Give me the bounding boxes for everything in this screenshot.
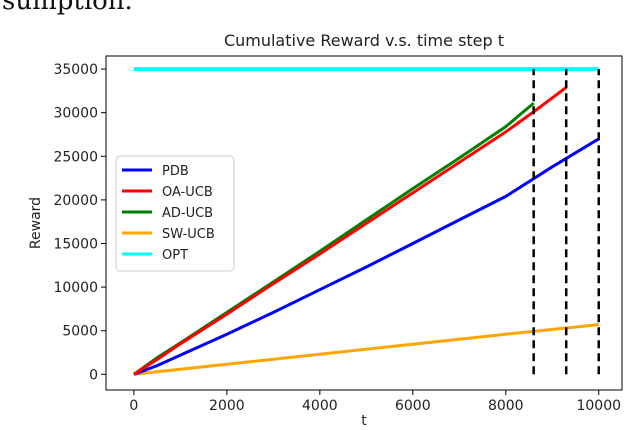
y-axis-label: Reward	[28, 197, 44, 249]
y-tick-label: 30000	[53, 106, 98, 122]
y-tick-label: 20000	[53, 193, 98, 209]
chart-title: Cumulative Reward v.s. time step t	[224, 31, 504, 50]
x-tick-label: 0	[129, 398, 138, 414]
plot-axes	[105, 55, 623, 391]
plot-frame	[105, 55, 623, 391]
x-axis-label: t	[361, 413, 367, 429]
legend-label-oa-ucb: OA-UCB	[162, 185, 213, 200]
paper-text-fragment: sumption.	[2, 0, 133, 16]
y-ticks: 0 5000 10000 15000 20000 25000 30000 35000	[53, 62, 106, 383]
x-tick-label: 4000	[302, 398, 338, 414]
y-tick-label: 35000	[53, 62, 98, 78]
x-tick-label: 10000	[576, 398, 621, 414]
y-tick-label: 25000	[53, 149, 98, 165]
y-tick-label: 0	[89, 367, 98, 383]
series-layer	[133, 67, 600, 376]
legend-label-pdb: PDB	[162, 164, 189, 179]
legend: PDB OA-UCB AD-UCB SW-UCB OPT	[115, 155, 235, 272]
legend-label-ad-ucb: AD-UCB	[162, 206, 213, 221]
y-tick-label: 10000	[53, 280, 98, 296]
y-tick-label: 15000	[53, 236, 98, 252]
series-line-sw-ucb	[133, 323, 599, 376]
series-line-pdb	[133, 137, 600, 376]
vline-layer	[532, 69, 601, 375]
legend-label-opt: OPT	[162, 248, 188, 263]
x-ticks: 0 2000 4000 6000 8000 10000	[129, 390, 621, 414]
legend-label-sw-ucb: SW-UCB	[162, 227, 215, 242]
y-tick-label: 5000	[62, 324, 98, 340]
x-tick-label: 6000	[395, 398, 431, 414]
x-tick-label: 2000	[209, 398, 245, 414]
x-tick-label: 8000	[488, 398, 524, 414]
legend-box	[115, 155, 235, 272]
series-line-oa-ucb	[133, 86, 568, 376]
